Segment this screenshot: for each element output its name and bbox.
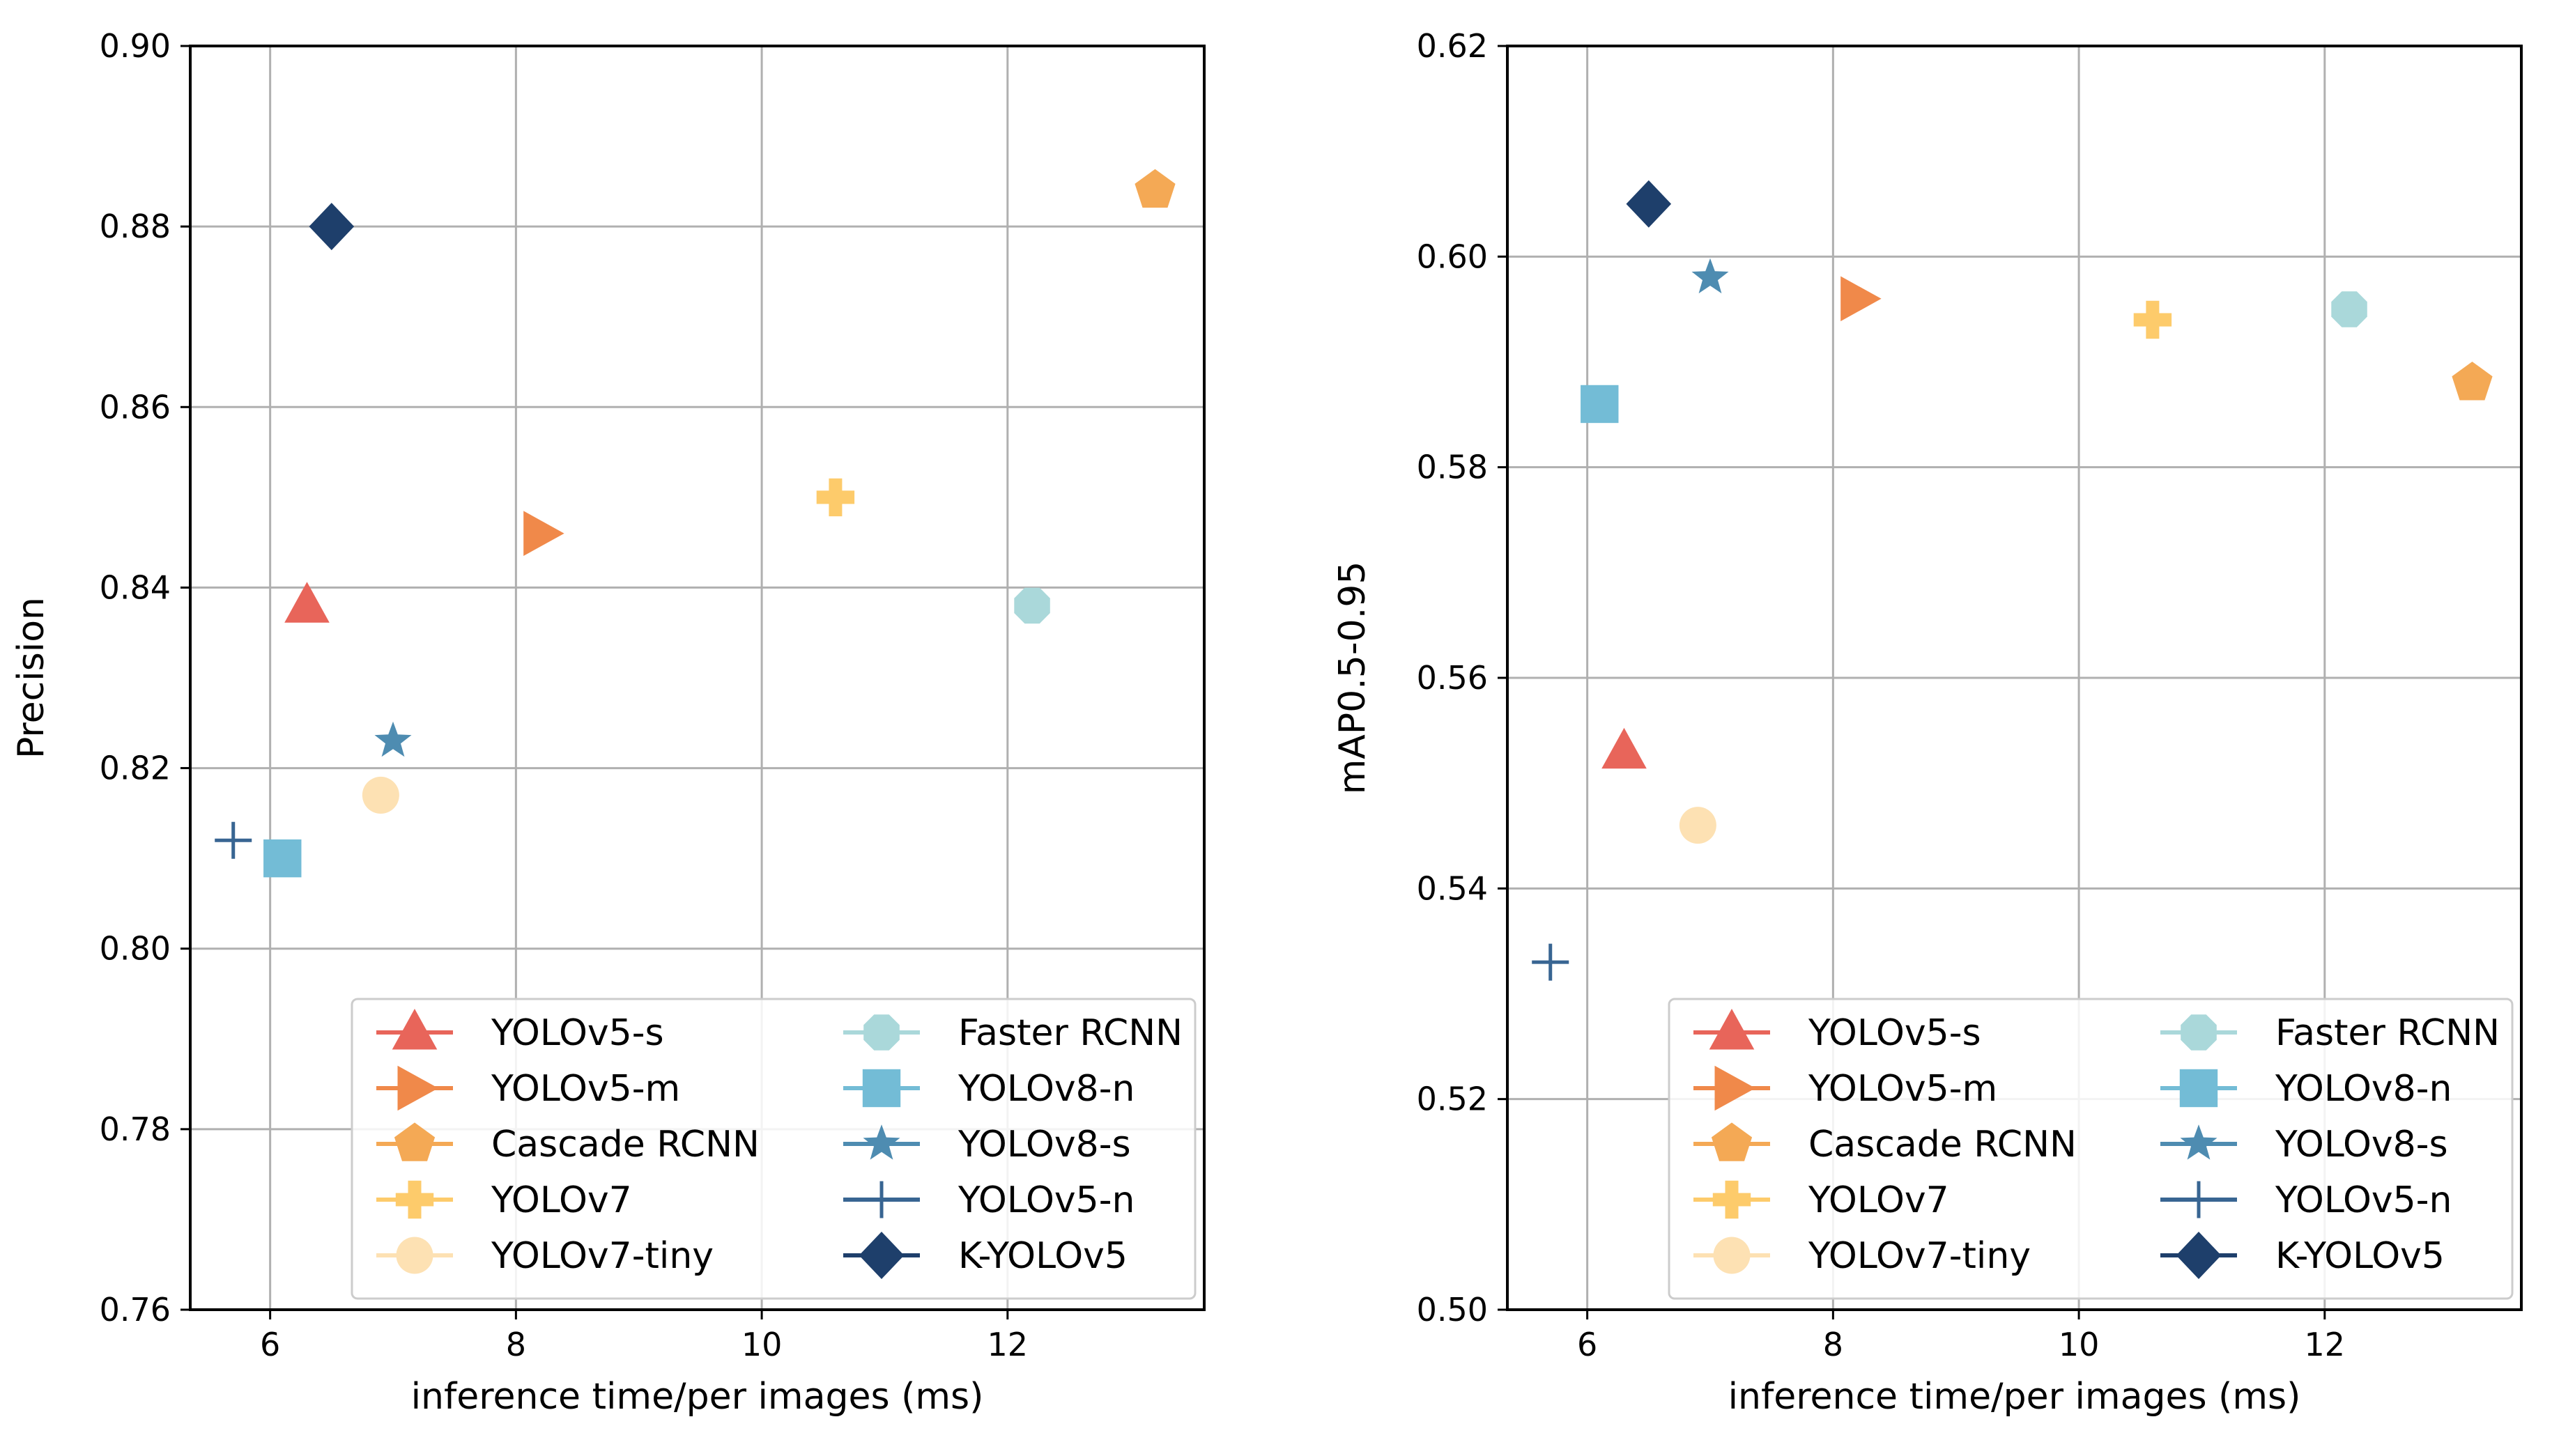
- map-legend-label: YOLOv5-s: [1808, 1012, 1981, 1054]
- precision-legend-label: YOLOv5-s: [491, 1012, 664, 1054]
- precision-y-axis-title: Precision: [10, 597, 52, 759]
- precision-legend-label: YOLOv5-n: [958, 1179, 1135, 1221]
- map-legend-label: Faster RCNN: [2275, 1012, 2500, 1054]
- precision-x-tick-label: 6: [260, 1326, 280, 1363]
- chart-map: 6 8 10 12 0.50 0.52 0.54 0.56 0.58 0.60 0.62 infere…: [1332, 27, 2523, 1418]
- precision-point-faster-rcnn: [1014, 587, 1050, 624]
- map-legend-marker-cascade-rcnn: [1711, 1122, 1753, 1161]
- precision-legend-label: YOLOv5-m: [491, 1068, 680, 1110]
- map-point-yolov5-s: [1601, 727, 1647, 769]
- map-legend-label: YOLOv7-tiny: [1808, 1235, 2031, 1277]
- map-legend-marker-yolov7-tiny: [1713, 1237, 1751, 1274]
- precision-point-yolov5-n: [215, 821, 252, 859]
- precision-x-axis-title: inference time/per images (ms): [411, 1376, 984, 1418]
- precision-y-tick-label: 0.78: [100, 1110, 171, 1148]
- map-legend-label: YOLOv7: [1808, 1179, 1949, 1221]
- map-legend-marker-yolov7: [1712, 1180, 1751, 1219]
- precision-legend-label: Cascade RCNN: [491, 1124, 760, 1165]
- precision-axes-frame: [189, 45, 1206, 1311]
- precision-legend-marker-k-yolov5: [859, 1232, 905, 1279]
- precision-legend-label: Faster RCNN: [958, 1012, 1183, 1054]
- map-y-tick-label: 0.62: [1417, 27, 1488, 65]
- map-axes-frame: [1506, 45, 2523, 1311]
- map-legend-label: YOLOv8-n: [2275, 1068, 2452, 1110]
- precision-y-tick-label: 0.90: [100, 27, 171, 65]
- map-legend-marker-yolov5-s: [1709, 1009, 1755, 1050]
- precision-legend-label: YOLOv8-s: [958, 1124, 1131, 1165]
- precision-legend-label: K-YOLOv5: [958, 1235, 1128, 1277]
- precision-point-k-yolov5: [309, 203, 355, 251]
- precision-legend: [351, 998, 1197, 1300]
- map-point-yolov7-tiny: [1679, 807, 1716, 844]
- map-x-tick-label: 12: [2305, 1326, 2346, 1363]
- map-y-axis-title: mAP0.5-0.95: [1332, 562, 1374, 795]
- precision-x-tick-label: 8: [506, 1326, 526, 1363]
- map-y-tick-label: 0.52: [1417, 1081, 1488, 1118]
- precision-legend-label: YOLOv7-tiny: [491, 1235, 714, 1277]
- map-legend-label: YOLOv5-n: [2275, 1179, 2452, 1221]
- map-legend: [1668, 998, 2514, 1300]
- map-legend-marker-yolov5-n: [2180, 1181, 2217, 1218]
- precision-point-cascade-rcnn: [1135, 169, 1176, 208]
- precision-point-yolov7-tiny: [362, 776, 399, 814]
- map-legend-marker-k-yolov5: [2176, 1232, 2222, 1279]
- precision-legend-marker-faster-rcnn: [863, 1014, 900, 1051]
- precision-legend-marker-yolov7-tiny: [396, 1237, 433, 1274]
- map-legend-label: YOLOv8-s: [2275, 1124, 2448, 1165]
- map-point-yolov8-n: [1581, 385, 1619, 424]
- precision-y-tick-label: 0.88: [100, 208, 171, 245]
- precision-point-yolov8-s: [374, 721, 412, 757]
- precision-y-tick-label: 0.76: [100, 1291, 171, 1329]
- precision-legend-marker-cascade-rcnn: [394, 1122, 436, 1161]
- map-legend-label: Cascade RCNN: [1808, 1124, 2077, 1165]
- precision-y-tick-label: 0.84: [100, 568, 171, 606]
- precision-x-tick-label: 10: [741, 1326, 783, 1363]
- precision-y-tick-label: 0.82: [100, 750, 171, 787]
- map-x-tick-label: 6: [1577, 1326, 1597, 1363]
- precision-legend-label: YOLOv8-n: [958, 1068, 1135, 1110]
- precision-point-yolov8-n: [263, 839, 302, 878]
- map-legend-label: K-YOLOv5: [2275, 1235, 2445, 1277]
- precision-point-yolov7: [816, 478, 855, 517]
- map-legend-marker-yolov8-n: [2179, 1069, 2218, 1108]
- precision-legend-marker-yolov7: [395, 1180, 434, 1219]
- precision-legend-label: YOLOv7: [491, 1179, 632, 1221]
- map-y-tick-label: 0.58: [1417, 449, 1488, 486]
- precision-y-tick-label: 0.80: [100, 930, 171, 968]
- precision-x-tick-label: 12: [987, 1326, 1029, 1363]
- map-y-tick-label: 0.56: [1417, 659, 1488, 697]
- precision-legend-marker-yolov5-s: [392, 1009, 438, 1050]
- map-legend-label: YOLOv5-m: [1808, 1068, 1997, 1110]
- map-x-tick-label: 10: [2059, 1326, 2100, 1363]
- map-point-faster-rcnn: [2331, 291, 2367, 327]
- map-point-yolov7: [2133, 300, 2172, 339]
- precision-legend-marker-yolov5-n: [863, 1181, 900, 1218]
- precision-legend-marker-yolov8-n: [862, 1069, 901, 1108]
- precision-legend-marker-yolov5-m: [397, 1065, 438, 1111]
- precision-point-yolov5-s: [284, 582, 330, 623]
- map-y-tick-label: 0.60: [1417, 238, 1488, 275]
- map-point-yolov5-n: [1532, 943, 1569, 981]
- map-x-tick-label: 8: [1823, 1326, 1843, 1363]
- map-point-cascade-rcnn: [2452, 362, 2493, 401]
- map-x-axis-title: inference time/per images (ms): [1728, 1376, 2301, 1418]
- map-y-tick-label: 0.54: [1417, 869, 1488, 907]
- map-point-k-yolov5: [1626, 180, 1672, 228]
- map-point-yolov8-s: [1691, 258, 1729, 294]
- precision-point-yolov5-m: [523, 511, 564, 556]
- precision-y-tick-label: 0.86: [100, 388, 171, 426]
- map-legend-marker-yolov8-s: [2180, 1124, 2217, 1160]
- map-point-yolov5-m: [1840, 276, 1882, 322]
- precision-legend-marker-yolov8-s: [863, 1124, 900, 1160]
- map-legend-marker-faster-rcnn: [2181, 1014, 2217, 1051]
- chart-precision: 6 8 10 12 0.76 0.78 0.80 0.82 0.84 0.86 0.88 0.90 in…: [10, 27, 1206, 1418]
- map-y-tick-label: 0.50: [1417, 1291, 1488, 1329]
- map-legend-marker-yolov5-m: [1714, 1065, 1755, 1111]
